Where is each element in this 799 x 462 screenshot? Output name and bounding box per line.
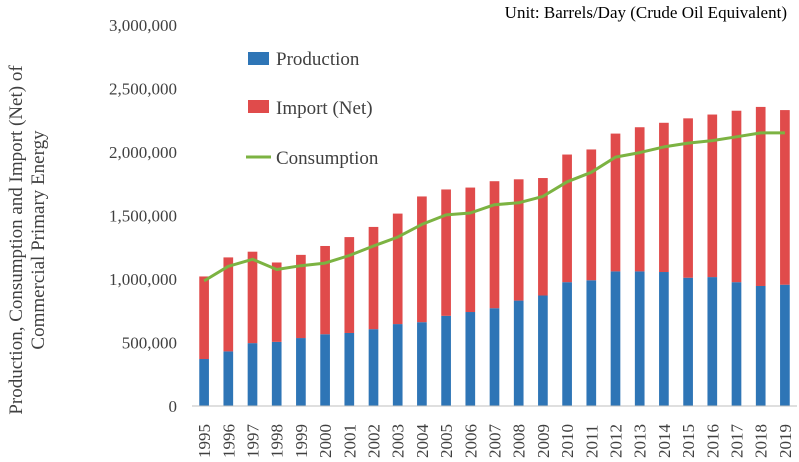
x-tick-label: 2015 xyxy=(679,424,698,458)
bar-import xyxy=(296,254,306,339)
x-tick-label: 2017 xyxy=(728,424,747,459)
x-tick-label: 2009 xyxy=(534,424,553,458)
unit-note: Unit: Barrels/Day (Crude Oil Equivalent) xyxy=(505,3,787,22)
bar-import xyxy=(634,127,645,272)
legend-swatch-import xyxy=(248,100,269,113)
bar-production xyxy=(780,284,790,406)
x-tick-label: 2019 xyxy=(776,424,795,458)
y-tick-label: 2,500,000 xyxy=(109,80,177,99)
x-tick-label: 1996 xyxy=(219,424,238,458)
bar-import xyxy=(344,237,355,333)
bar-import xyxy=(707,114,718,278)
bar-production xyxy=(465,312,476,406)
y-tick-label: 2,000,000 xyxy=(109,143,177,162)
x-tick-label: 2011 xyxy=(582,425,601,458)
bar-import xyxy=(489,181,500,309)
bar-production xyxy=(755,285,766,406)
y-axis-ticks: 0 500,000 1,000,000 1,500,000 2,000,000 2,500… xyxy=(109,16,177,416)
x-tick-label: 2018 xyxy=(752,424,771,458)
x-tick-label: 2003 xyxy=(389,424,408,458)
x-tick-label: 2006 xyxy=(461,424,480,458)
bar-import xyxy=(368,226,379,330)
bar-production xyxy=(271,341,282,406)
y-axis-title: Production, Consumption and Import (Net)… xyxy=(6,65,49,415)
bar-production xyxy=(683,277,693,406)
bar-production xyxy=(223,351,234,406)
bar-import xyxy=(271,262,282,342)
bar-production xyxy=(344,332,355,406)
bar-production xyxy=(610,271,621,406)
x-tick-label: 2004 xyxy=(413,424,432,459)
line-series xyxy=(203,131,785,283)
x-tick-label: 1997 xyxy=(244,424,263,459)
x-tick-label: 2000 xyxy=(316,424,335,458)
x-tick-label: 2013 xyxy=(631,424,650,458)
legend-label-import: Import (Net) xyxy=(276,98,373,119)
x-tick-label: 1995 xyxy=(195,424,214,458)
legend-label-production: Production xyxy=(276,49,360,70)
bar-production xyxy=(586,280,597,406)
bar-series xyxy=(199,106,790,406)
bar-production xyxy=(320,334,330,406)
bar-production xyxy=(417,322,427,406)
x-tick-label: 2005 xyxy=(437,424,456,458)
bar-production xyxy=(634,271,645,406)
bar-import xyxy=(513,179,524,301)
legend: Production Import (Net) Consumption xyxy=(246,49,379,169)
bar-import xyxy=(610,133,621,272)
bar-import xyxy=(199,276,209,360)
bar-production xyxy=(707,277,718,406)
bar-import xyxy=(320,245,330,335)
bar-import xyxy=(441,189,451,316)
y-tick-label: 500,000 xyxy=(122,334,177,353)
x-axis-ticks: 1995 1996 1997 1998 1999 2000 2001 2002 2003 2004… xyxy=(195,424,795,459)
x-tick-label: 2002 xyxy=(365,424,384,458)
bar-production xyxy=(296,338,306,406)
x-tick-label: 2001 xyxy=(340,424,359,458)
x-tick-label: 2012 xyxy=(607,424,626,458)
x-tick-label: 2007 xyxy=(486,424,505,459)
bar-import xyxy=(659,122,669,273)
x-tick-label: 2014 xyxy=(655,424,674,459)
bar-import xyxy=(538,178,548,296)
bar-production xyxy=(392,324,403,406)
bar-import xyxy=(755,106,766,286)
x-tick-label: 2008 xyxy=(510,424,529,458)
bar-import xyxy=(683,118,693,278)
y-tick-label: 1,000,000 xyxy=(109,270,177,289)
bar-production xyxy=(247,343,258,406)
bar-production xyxy=(441,315,451,406)
bar-import xyxy=(562,154,572,283)
bar-import xyxy=(586,149,597,281)
bar-import xyxy=(465,187,476,313)
bar-production xyxy=(731,282,742,406)
y-tick-label: 1,500,000 xyxy=(109,207,177,226)
x-tick-label: 1998 xyxy=(268,424,287,458)
bar-production xyxy=(538,295,548,406)
bar-import xyxy=(223,257,234,352)
y-tick-label: 3,000,000 xyxy=(109,16,177,35)
bar-import xyxy=(417,196,427,323)
bar-import xyxy=(392,213,403,325)
legend-swatch-production xyxy=(248,52,269,65)
bar-production xyxy=(659,272,669,406)
x-tick-label: 2016 xyxy=(703,424,722,458)
y-axis-title-line1: Production, Consumption and Import (Net)… xyxy=(6,65,27,415)
y-tick-label: 0 xyxy=(169,397,178,416)
bar-import xyxy=(247,251,258,344)
x-tick-label: 2010 xyxy=(558,424,577,458)
legend-label-consumption: Consumption xyxy=(276,148,379,169)
bar-production xyxy=(562,282,572,406)
x-tick-label: 1999 xyxy=(292,424,311,458)
bar-production xyxy=(513,300,524,406)
bar-import xyxy=(780,110,790,285)
bar-import xyxy=(731,110,742,283)
y-axis-title-line2: Commercial Primary Energy xyxy=(28,130,49,350)
bar-production xyxy=(199,359,209,406)
bar-production xyxy=(368,329,379,406)
bar-production xyxy=(489,308,500,406)
